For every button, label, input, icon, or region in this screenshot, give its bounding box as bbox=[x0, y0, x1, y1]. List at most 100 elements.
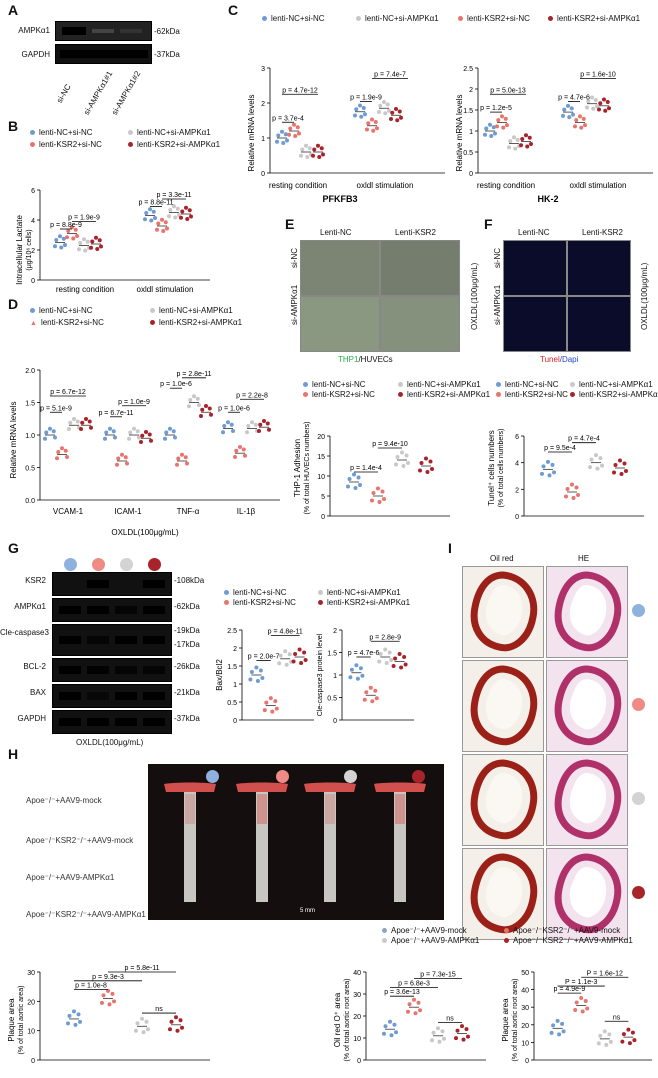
data-point bbox=[354, 663, 359, 668]
y-tick-label: 0 bbox=[333, 718, 337, 725]
data-point bbox=[134, 1028, 138, 1033]
data-point bbox=[393, 656, 398, 661]
data-point bbox=[598, 456, 603, 461]
data-point bbox=[418, 468, 422, 473]
data-point bbox=[378, 103, 383, 108]
legend-item: Apoe⁻/⁻KSR2⁻/⁻+AAV9-AMPKα1 bbox=[504, 936, 633, 945]
data-point bbox=[84, 417, 88, 421]
data-point bbox=[258, 422, 263, 427]
data-point bbox=[277, 661, 282, 666]
data-point bbox=[312, 147, 317, 152]
data-point bbox=[260, 676, 265, 680]
data-point bbox=[403, 662, 408, 667]
data-point bbox=[353, 486, 358, 490]
legend-item: lenti-NC+si-AMPKα1 bbox=[398, 380, 481, 389]
p-value: p = 1.0e-8 bbox=[75, 983, 107, 990]
data-point bbox=[619, 472, 624, 476]
chart-f: Tunel⁺ cells numbers (% of total cells n… bbox=[487, 429, 644, 521]
data-point bbox=[55, 456, 59, 461]
y-tick-label: 2 bbox=[515, 487, 519, 494]
data-point bbox=[180, 209, 185, 214]
data-point bbox=[167, 214, 171, 219]
aorta-specimen bbox=[304, 782, 356, 902]
data-point bbox=[618, 458, 622, 463]
data-point bbox=[515, 137, 520, 142]
data-point bbox=[399, 115, 403, 120]
data-point bbox=[287, 652, 292, 657]
y-tick-label: 2.5 bbox=[463, 66, 473, 73]
data-point bbox=[144, 1019, 149, 1024]
fluorescence-image bbox=[503, 296, 567, 352]
row-label: si-NC bbox=[493, 248, 502, 268]
p-value: p = 4.7e-4 bbox=[568, 436, 600, 443]
data-point bbox=[424, 456, 428, 461]
panel-label-e: E bbox=[285, 216, 295, 232]
data-point bbox=[378, 652, 383, 656]
group-color-circle bbox=[206, 770, 219, 783]
group-color-circle bbox=[632, 886, 645, 899]
group-label: Apoe⁻/⁻+AAV9-AMPKα1 bbox=[26, 873, 115, 882]
y-tick-label: 0.5 bbox=[327, 696, 337, 703]
data-point bbox=[586, 99, 591, 104]
data-point bbox=[175, 206, 180, 211]
data-point bbox=[583, 998, 588, 1003]
group-color-circle bbox=[92, 558, 105, 571]
group-label: Apoe⁻/⁻+AAV9-mock bbox=[26, 796, 102, 805]
data-point bbox=[268, 696, 273, 701]
chart-b: Intracellular Lactate (μg/10⁶ cells) 0 2 4… bbox=[15, 188, 210, 294]
data-point bbox=[73, 1022, 78, 1027]
data-point bbox=[375, 126, 379, 131]
y-tick-label: 10 bbox=[317, 474, 325, 481]
data-point bbox=[571, 496, 576, 500]
data-point bbox=[107, 1002, 112, 1007]
data-point bbox=[177, 213, 181, 217]
y-tick-label: 0 bbox=[321, 514, 325, 521]
fluorescence-image bbox=[567, 296, 631, 352]
data-point bbox=[394, 107, 398, 111]
data-point bbox=[257, 428, 261, 433]
data-point bbox=[437, 1039, 442, 1044]
data-point bbox=[501, 125, 506, 130]
data-point bbox=[413, 1011, 418, 1016]
data-point bbox=[598, 101, 603, 106]
data-point bbox=[80, 420, 85, 425]
data-point bbox=[384, 661, 389, 665]
y-tick-label: 2.0 bbox=[25, 368, 35, 375]
p-value: p = 6.8e-3 bbox=[398, 980, 430, 987]
data-point bbox=[180, 452, 184, 457]
p-value: p = 7.4e-7 bbox=[374, 72, 406, 79]
data-point bbox=[368, 685, 373, 690]
western-blot-band bbox=[55, 21, 152, 41]
data-point bbox=[440, 1029, 445, 1034]
data-point bbox=[555, 1018, 560, 1023]
data-point bbox=[529, 142, 533, 146]
p-value: p = 7.3e-15 bbox=[420, 972, 456, 979]
p-value: p = 1.0e-9 bbox=[118, 399, 150, 406]
data-point bbox=[255, 679, 260, 683]
legend-item: lenti-NC+si-AMPKα1 bbox=[128, 128, 211, 137]
data-point bbox=[95, 247, 100, 251]
y-tick-label: 20 bbox=[317, 434, 325, 441]
data-point bbox=[56, 450, 61, 454]
data-point bbox=[484, 126, 489, 131]
y-tick-label: 0.5 bbox=[463, 150, 473, 157]
data-point bbox=[385, 102, 390, 107]
data-point bbox=[273, 699, 278, 704]
p-value: ns bbox=[613, 1014, 621, 1021]
data-point bbox=[254, 665, 259, 670]
data-point bbox=[603, 108, 608, 113]
y-tick-label: 0 bbox=[233, 718, 237, 725]
y-axis-label: Bax/Bcl2 bbox=[215, 659, 224, 691]
p-value: ns bbox=[446, 1016, 454, 1023]
y-tick-label: 0 bbox=[31, 1058, 35, 1065]
data-point bbox=[430, 1038, 434, 1043]
data-point bbox=[171, 429, 176, 434]
data-point bbox=[304, 143, 308, 148]
data-point bbox=[303, 658, 308, 662]
data-point bbox=[283, 649, 288, 654]
data-point bbox=[460, 1024, 464, 1029]
data-point bbox=[621, 1032, 626, 1037]
blot-row-label: Cle-caspase3 bbox=[0, 628, 49, 637]
y-axis-label: Relative mRNA levels bbox=[247, 95, 256, 172]
data-point bbox=[454, 1036, 458, 1041]
